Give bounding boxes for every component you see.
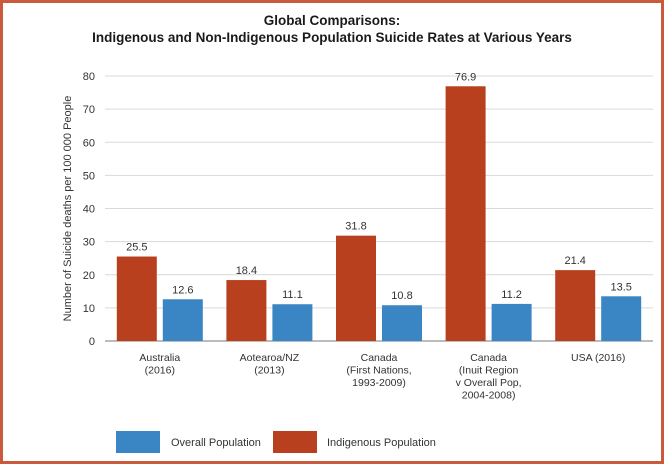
indigenous-bar [336,235,376,341]
overall-value-label: 11.1 [282,289,303,301]
overall-value-label: 11.2 [501,289,522,301]
x-category-label: (First Nations, [346,365,411,377]
indigenous-value-label: 21.4 [564,255,585,267]
indigenous-value-label: 76.9 [455,71,476,83]
x-category-label: (2013) [254,365,284,377]
chart-canvas: 0 10 20 30 40 50 60 70 80 Number of Suicide death… [62,71,653,453]
y-tick-label: 0 [89,336,95,348]
indigenous-value-label: 18.4 [236,265,257,277]
legend-label: Overall Population [171,437,261,449]
x-category-label: 2004-2008) [462,390,516,402]
x-category-label: Australia [139,352,180,364]
overall-bar [272,304,313,341]
y-tick-label: 60 [83,137,95,149]
x-category-label: (Inuit Region [459,365,519,377]
chart-title-line-2: Indigenous and Non-Indigenous Population… [92,30,572,45]
x-category-label: (2016) [145,365,175,377]
indigenous-bar [226,280,267,341]
legend-swatch [273,431,317,453]
legend-label: Indigenous Population [327,437,436,449]
overall-bar [162,299,203,341]
y-tick-label: 30 [83,237,95,249]
y-tick-label: 40 [83,204,95,216]
x-category-label: USA (2016) [571,352,625,364]
legend-swatch [116,431,160,453]
y-tick-label: 70 [83,104,95,116]
overall-value-label: 10.8 [391,290,412,302]
indigenous-bar [445,86,486,341]
indigenous-value-label: 25.5 [126,242,147,254]
indigenous-bar [116,256,157,341]
overall-bar [382,305,422,341]
indigenous-bar [555,270,596,341]
y-axis-label: Number of Suicide deaths per 100 000 Peo… [62,96,74,322]
overall-value-label: 13.5 [610,281,631,293]
overall-bar [491,303,532,341]
y-tick-label: 10 [83,303,95,315]
x-category-label: v Overall Pop, [456,377,522,389]
x-category-label: 1993-2009) [352,377,406,389]
y-tick-label: 80 [83,71,95,83]
indigenous-value-label: 31.8 [345,221,366,233]
y-tick-label: 20 [83,270,95,282]
y-tick-label: 50 [83,170,95,182]
chart-title-line-1: Global Comparisons: [263,13,401,28]
x-category-label: Canada [470,352,507,364]
x-category-label: Aotearoa/NZ [240,352,300,364]
x-category-label: Canada [361,352,398,364]
overall-value-label: 12.6 [172,284,193,296]
overall-bar [601,296,642,341]
